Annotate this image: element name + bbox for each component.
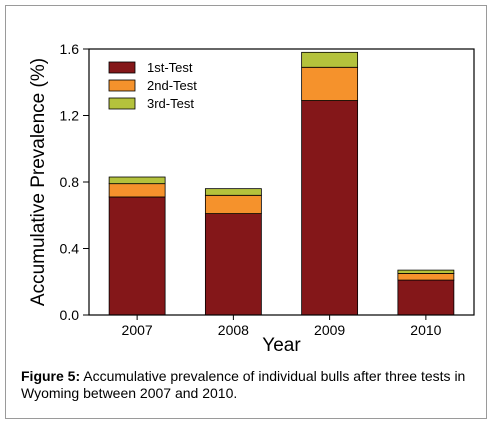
- bar-2009-series-2: [301, 66, 359, 101]
- x-tick-label-2009: 2009: [314, 322, 345, 338]
- bar-2007-series-2: [108, 183, 166, 198]
- caption-text: Accumulative prevalence of individual bu…: [21, 368, 466, 401]
- bar-2009-series-3: [301, 51, 359, 68]
- bar-2010-series-3: [397, 269, 455, 274]
- caption-label: Figure 5:: [21, 368, 81, 384]
- stacked-bar-chart: 2007 2008 2009 2010 0.0 0.4 0.8 1.2 1.6 Year Accum…: [28, 41, 475, 356]
- bar-2007-series-3: [108, 176, 166, 185]
- x-tick-label-2008: 2008: [218, 322, 249, 338]
- bar-2008-series-3: [204, 188, 262, 196]
- legend-swatch-2nd-Test: [108, 79, 136, 92]
- y-tick-label-0.0: 0.0: [60, 307, 80, 323]
- legend-label-2nd-Test: 2nd-Test: [147, 78, 197, 93]
- legend-swatch-3rd-Test: [108, 97, 136, 110]
- bar-2008-series-1: [204, 213, 262, 316]
- y-tick-label-1.2: 1.2: [60, 108, 80, 124]
- y-axis-title: Accumulative Prevalence (%): [28, 58, 49, 306]
- legend-swatch-1st-Test: [108, 61, 136, 74]
- legend-label-1st-Test: 1st-Test: [147, 60, 193, 75]
- bar-2007-series-1: [108, 196, 166, 316]
- bar-2008-series-2: [204, 194, 262, 214]
- y-tick-label-0.4: 0.4: [60, 241, 80, 257]
- figure-frame: 2007 2008 2009 2010 0.0 0.4 0.8 1.2 1.6 Year Accum…: [5, 5, 487, 419]
- y-tick-label-1.6: 1.6: [60, 41, 80, 57]
- figure-caption: Figure 5: Accumulative prevalence of ind…: [21, 368, 483, 402]
- bar-2010-series-1: [397, 279, 455, 316]
- x-tick-label-2010: 2010: [410, 322, 441, 338]
- y-tick-label-0.8: 0.8: [60, 174, 80, 190]
- x-tick-label-2007: 2007: [122, 322, 153, 338]
- bar-2010-series-2: [397, 273, 455, 281]
- x-axis-title: Year: [262, 335, 301, 356]
- bar-2009-series-1: [301, 100, 359, 316]
- legend-label-3rd-Test: 3rd-Test: [147, 96, 194, 111]
